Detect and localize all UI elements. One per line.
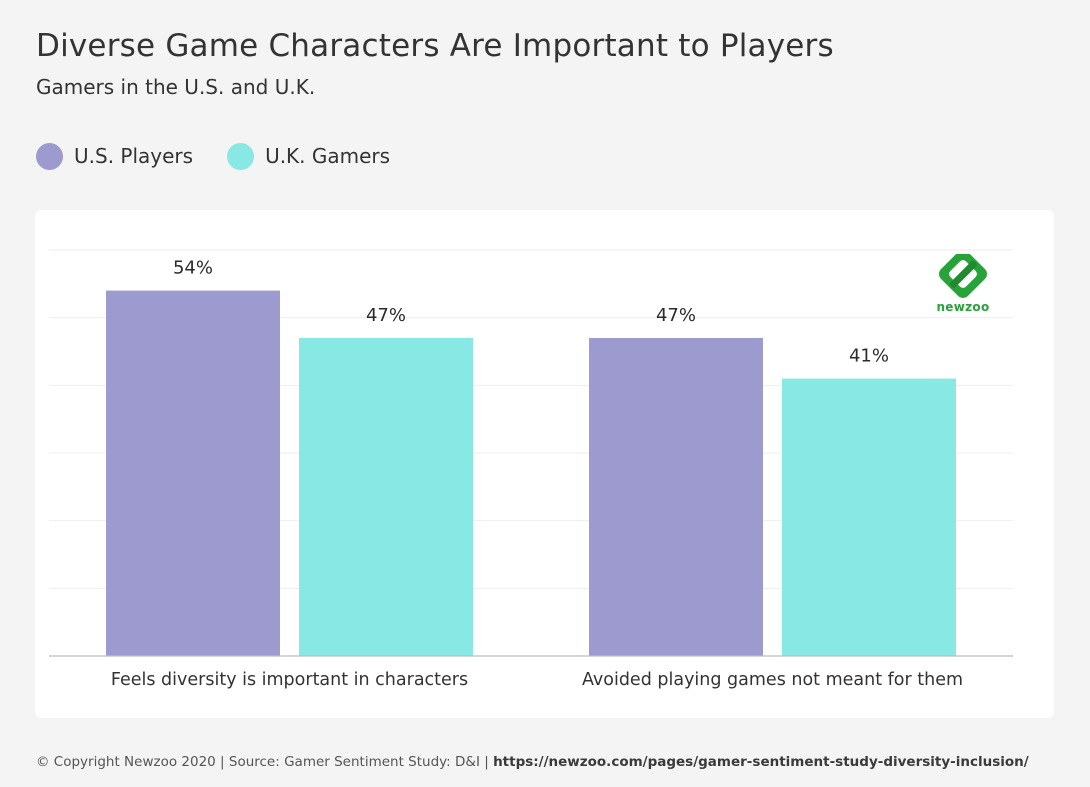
legend-label-us: U.S. Players [74,144,194,168]
category-label-1: Avoided playing games not meant for them [582,670,963,690]
bar-uk-1 [782,378,956,656]
data-label-us-0: 54% [173,258,213,279]
chart-title: Diverse Game Characters Are Important to… [36,28,834,64]
bar-uk-0 [299,337,473,656]
newzoo-logo-text: newzoo [936,300,990,314]
newzoo-logo-icon [939,254,987,298]
data-label-uk-0: 47% [366,305,406,326]
chart-legend: U.S. Players U.K. Gamers [36,141,424,171]
footer-url[interactable]: https://newzoo.com/pages/gamer-sentiment… [493,754,1029,770]
newzoo-logo: newzoo [933,254,993,318]
chart-subtitle: Gamers in the U.S. and U.K. [36,75,316,99]
legend-swatch-uk [227,142,255,170]
bar-us-1 [589,337,763,656]
bar-us-0 [106,290,280,656]
data-label-us-1: 47% [656,305,696,326]
legend-label-uk: U.K. Gamers [265,144,391,168]
data-label-uk-1: 41% [849,346,889,367]
footer-copyright: © Copyright Newzoo 2020 | Source: Gamer … [36,754,494,770]
legend-item-us: U.S. Players [36,142,194,170]
legend-item-uk: U.K. Gamers [227,142,391,170]
bar-chart: 54% 47% Feels diversity is important in ch… [49,249,1013,690]
category-label-0: Feels diversity is important in characte… [111,670,468,690]
footer-source: © Copyright Newzoo 2020 | Source: Gamer … [36,754,1029,770]
legend-swatch-us [36,142,63,170]
chart-card: 54% 47% Feels diversity is important in ch… [35,210,1054,718]
